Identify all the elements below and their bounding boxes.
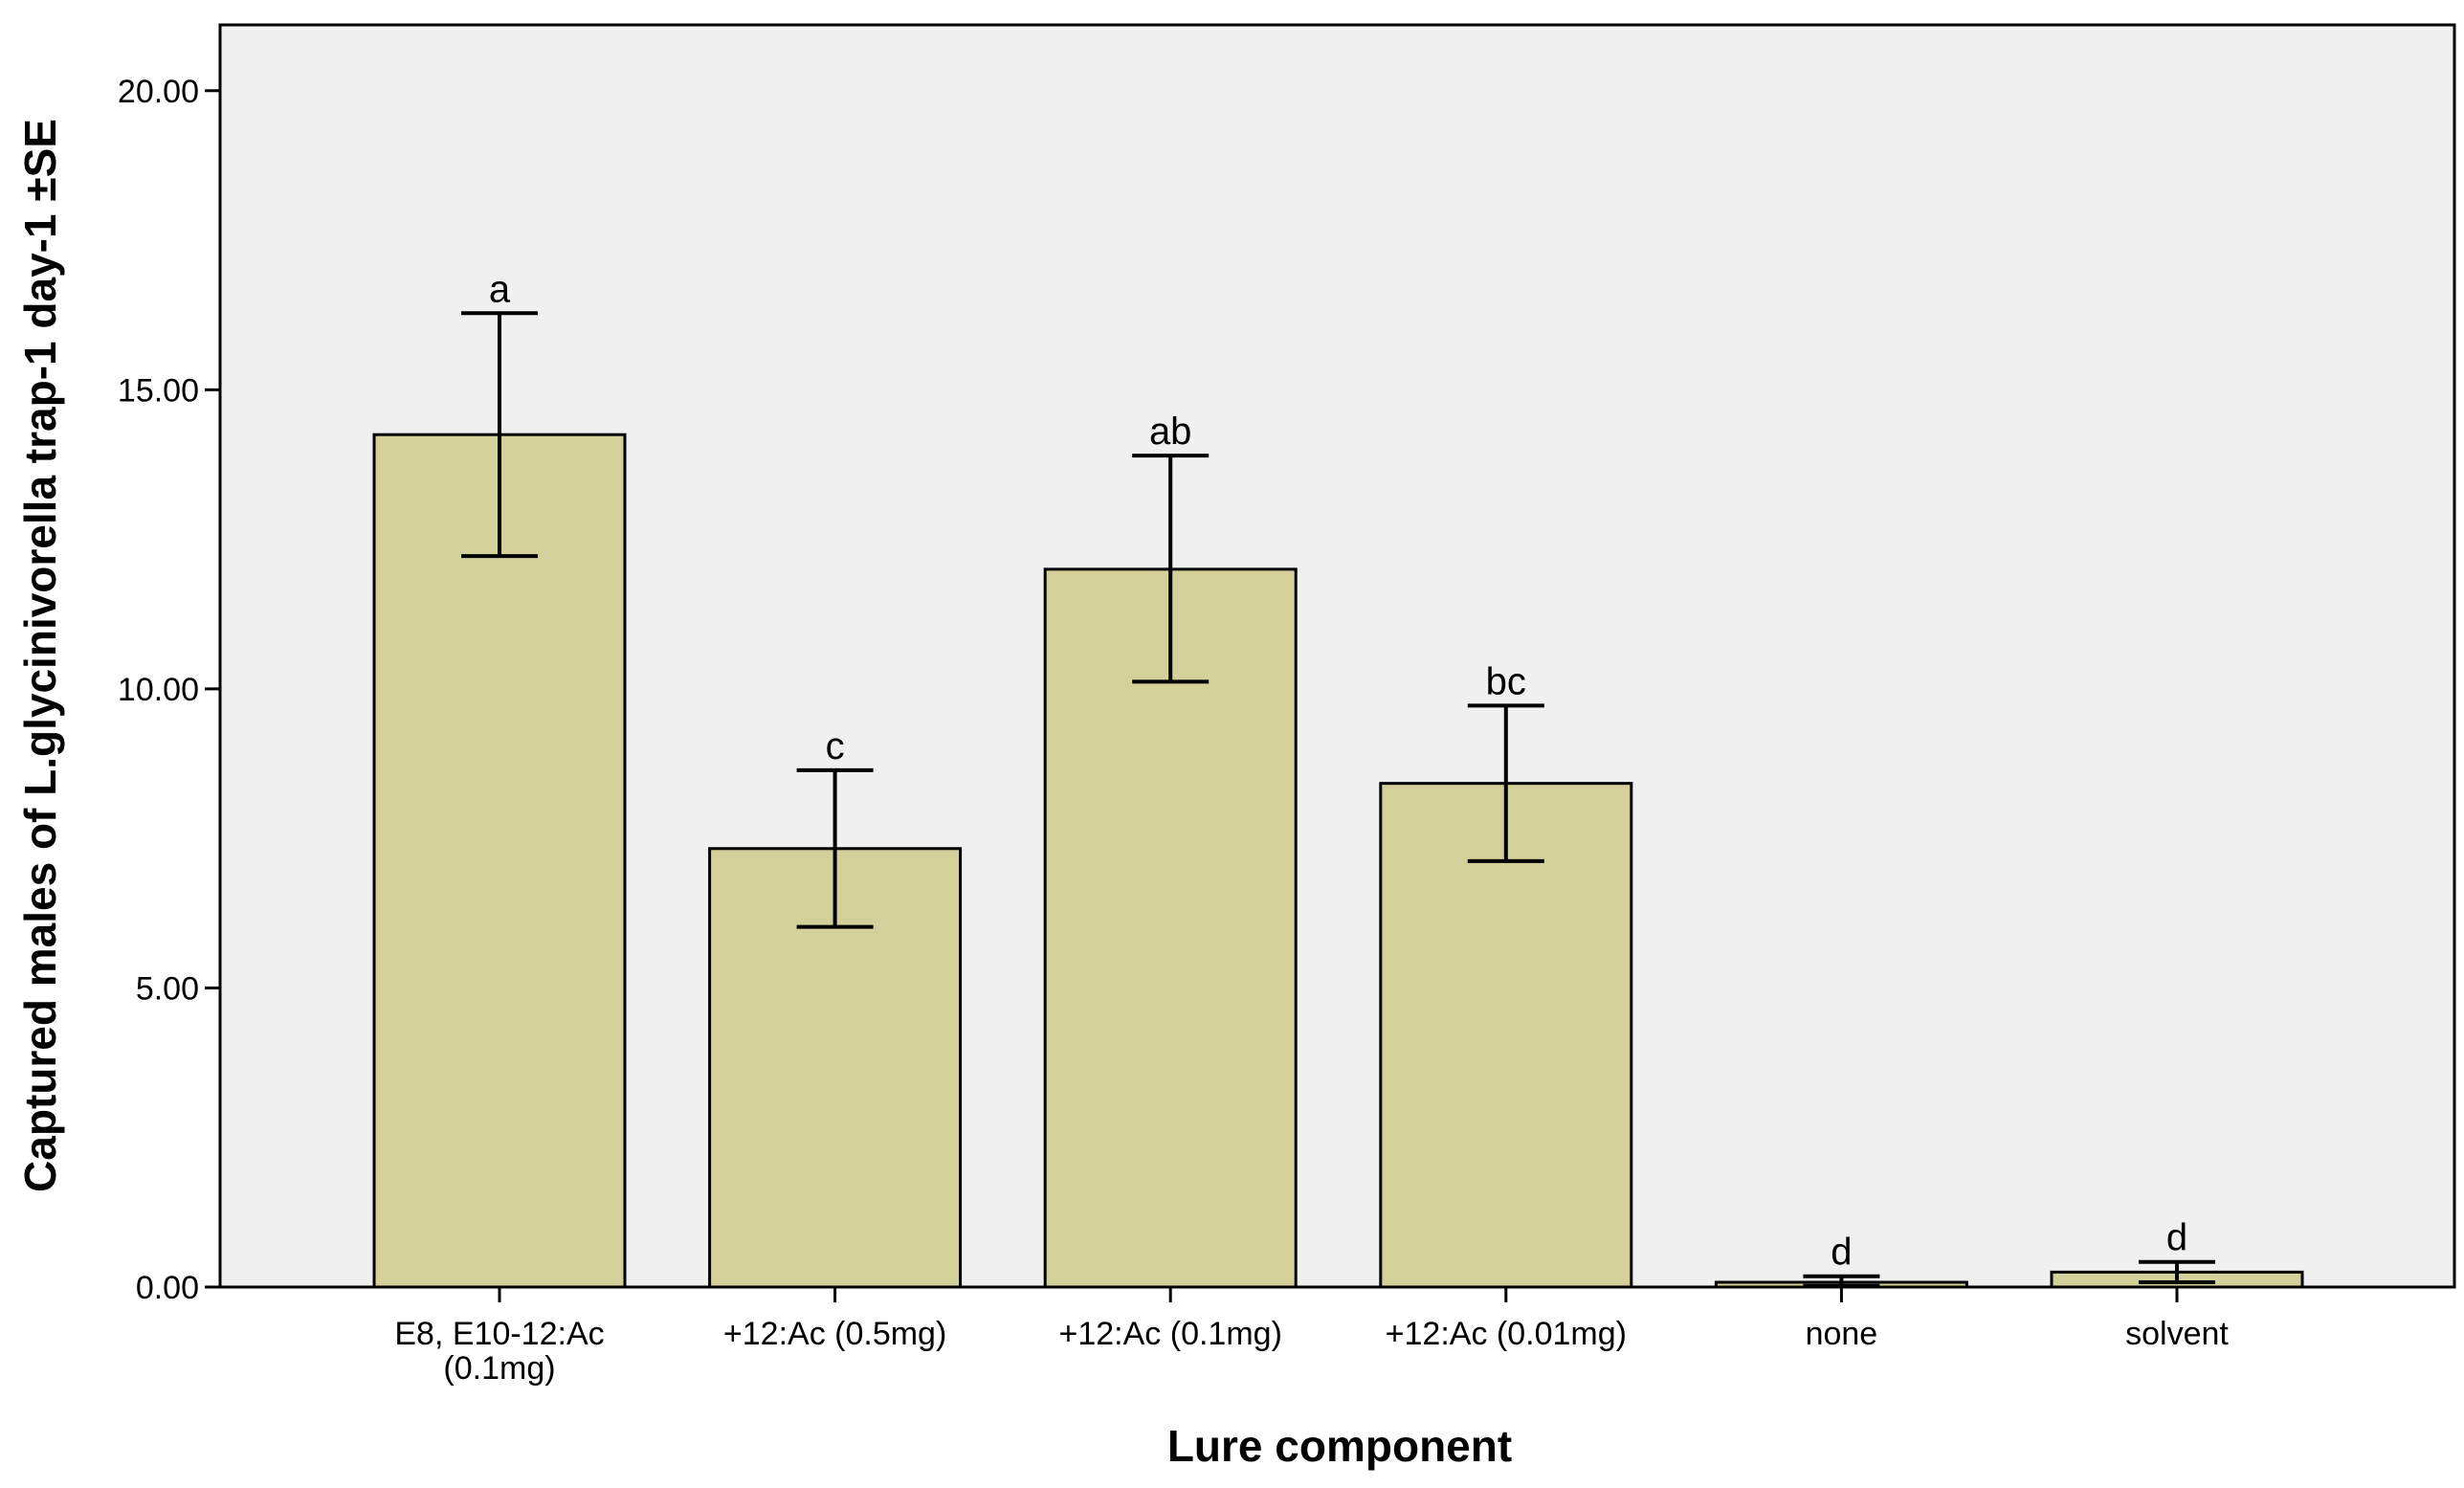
x-tick-label: none bbox=[1806, 1316, 1878, 1352]
y-tick-label: 10.00 bbox=[118, 672, 199, 708]
x-tick-label: +12:Ac (0.01mg) bbox=[1386, 1316, 1627, 1352]
x-axis: E8, E10-12:Ac(0.1mg) +12:Ac (0.5mg) +12:Ac… bbox=[394, 1287, 2229, 1387]
y-axis: 0.00 5.00 10.00 15.00 20.00 bbox=[118, 74, 220, 1306]
x-tick-label: (0.1mg) bbox=[443, 1350, 555, 1387]
significance-label: bc bbox=[1486, 660, 1526, 702]
significance-labels-group: a c ab bc d d bbox=[489, 268, 2187, 1273]
y-tick-label: 0.00 bbox=[136, 1270, 199, 1306]
significance-label: c bbox=[826, 725, 845, 767]
bar bbox=[372, 433, 627, 1289]
significance-label: ab bbox=[1149, 411, 1192, 453]
y-axis-title: Captured males of L.glycinivorella trap-… bbox=[15, 119, 65, 1192]
x-tick-label: solvent bbox=[2125, 1316, 2229, 1352]
x-tick-label: +12:Ac (0.1mg) bbox=[1059, 1316, 1282, 1352]
y-tick-label: 20.00 bbox=[118, 74, 199, 110]
bar bbox=[1043, 567, 1298, 1289]
y-tick-label: 5.00 bbox=[136, 970, 199, 1007]
bar bbox=[1379, 782, 1633, 1289]
significance-label: d bbox=[2166, 1217, 2187, 1259]
significance-label: d bbox=[1831, 1232, 1852, 1274]
x-tick-label: +12:Ac (0.5mg) bbox=[723, 1316, 946, 1352]
y-tick-label: 15.00 bbox=[118, 372, 199, 409]
x-tick-label: E8, E10-12:Ac bbox=[394, 1316, 604, 1352]
x-axis-title: Lure component bbox=[1167, 1421, 1512, 1471]
significance-label: a bbox=[489, 268, 511, 310]
error-bars-group bbox=[461, 311, 2215, 1288]
